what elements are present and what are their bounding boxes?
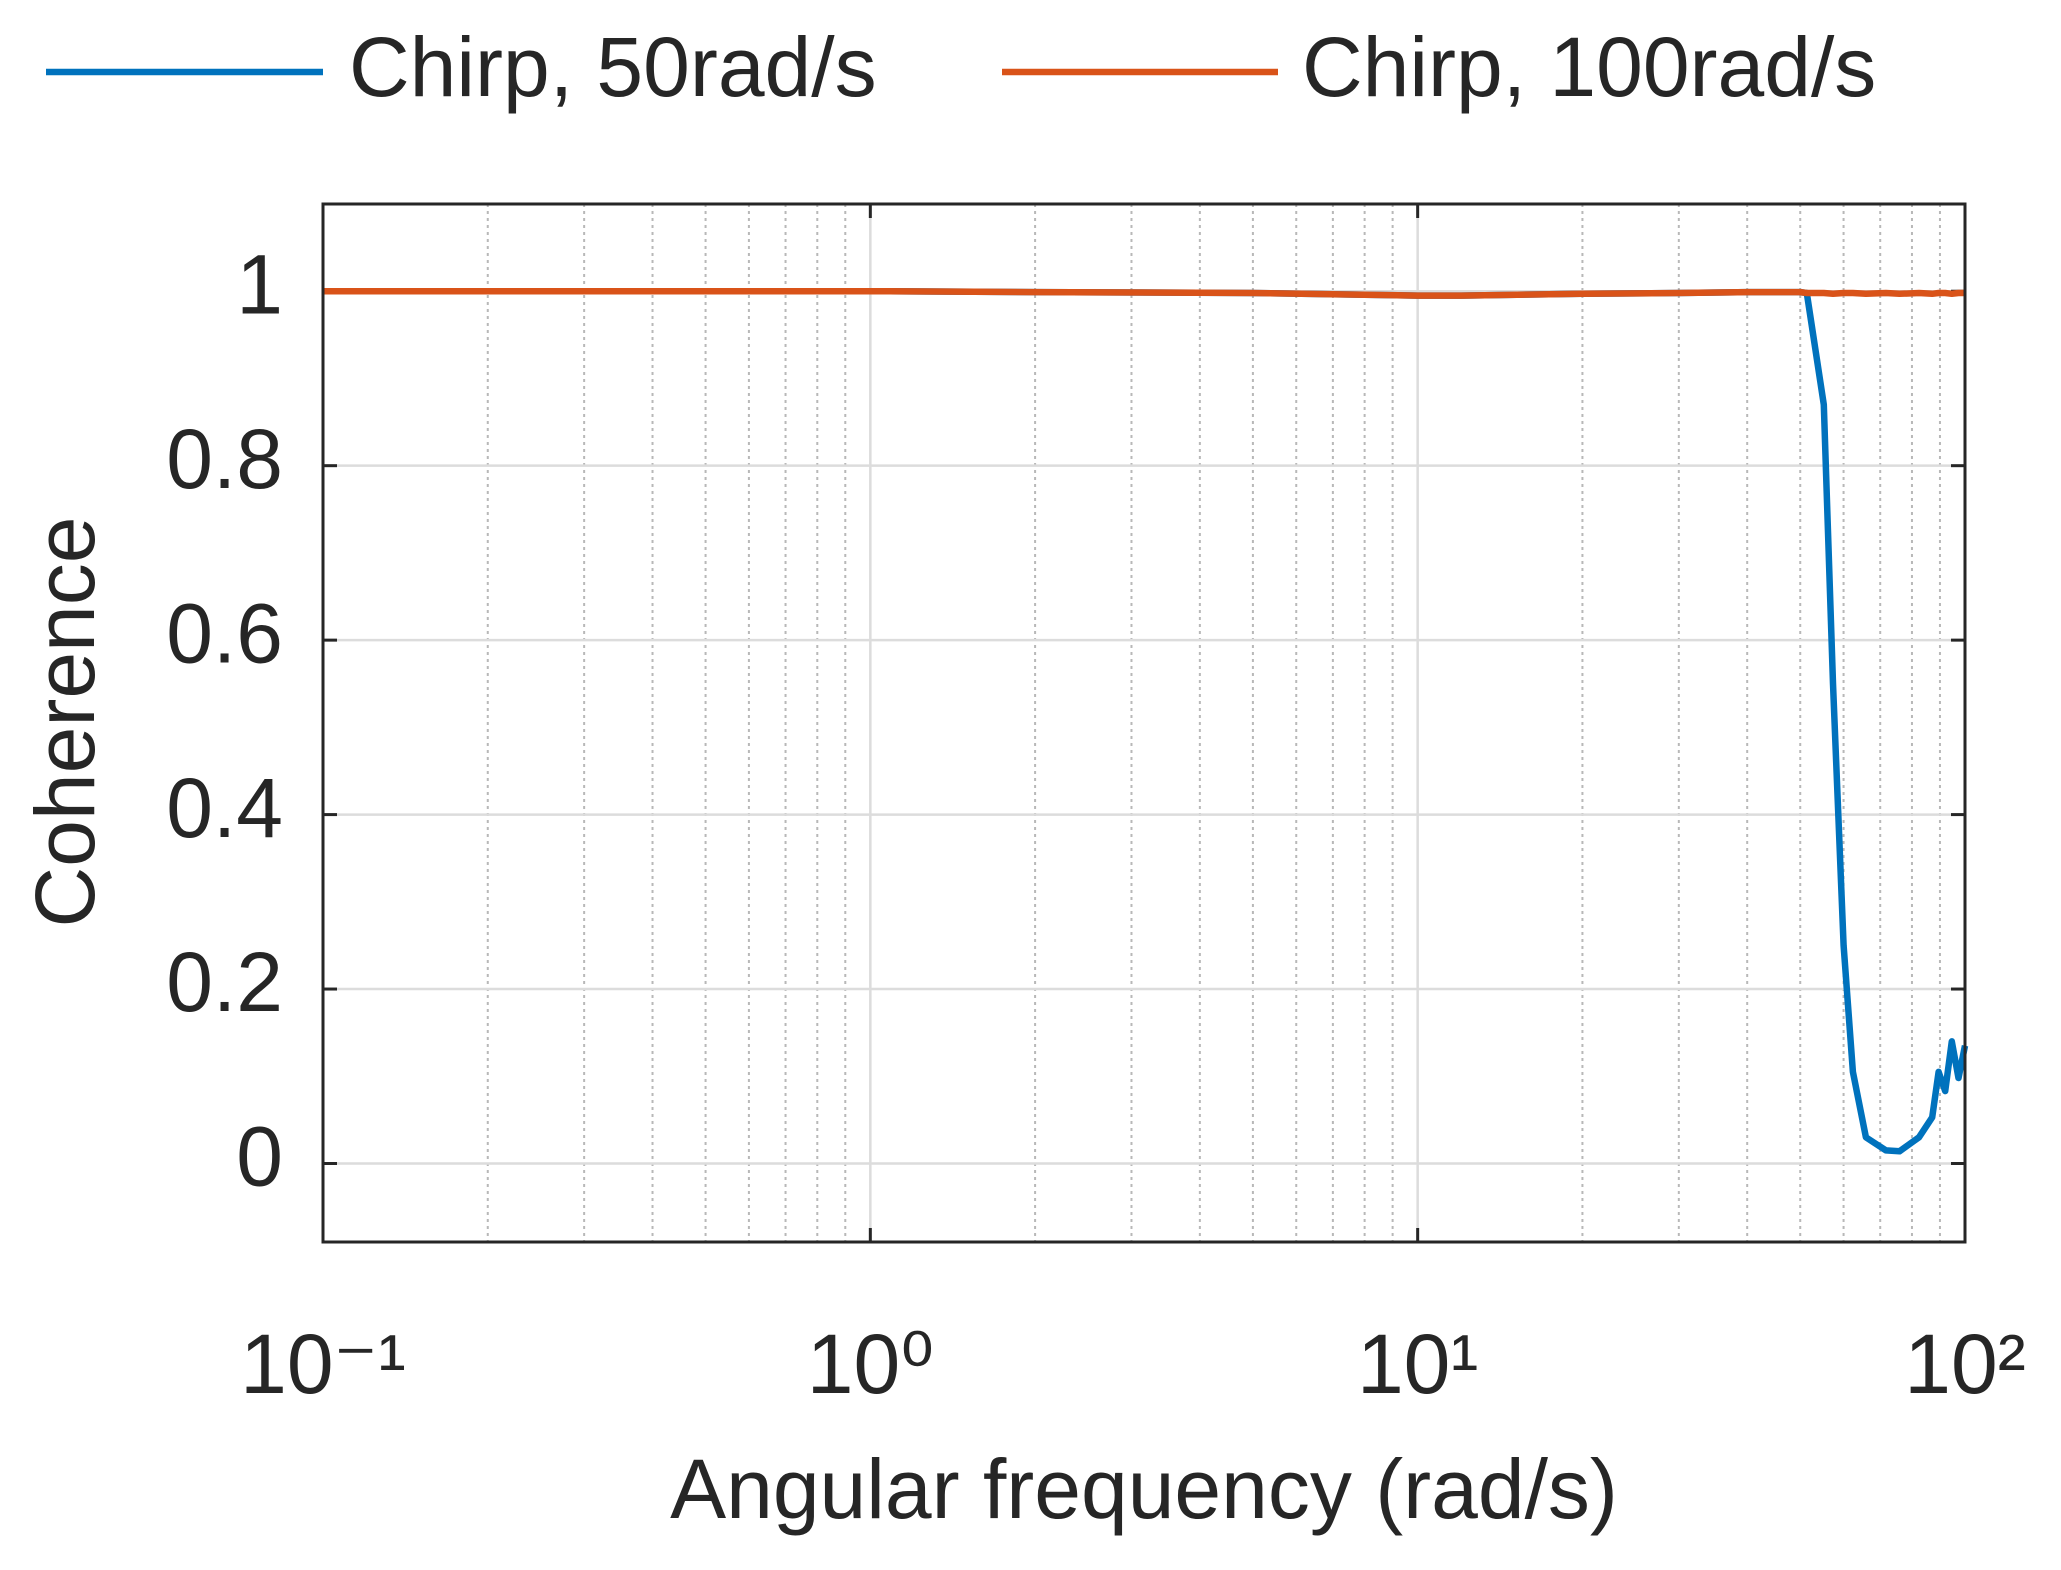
x-tick-label: 10² xyxy=(1904,1317,2025,1411)
x-tick-label: 10⁻¹ xyxy=(240,1317,406,1411)
x-tick-label: 10⁰ xyxy=(807,1317,934,1411)
y-tick-label: 0.8 xyxy=(166,412,283,506)
y-tick-label: 0.2 xyxy=(166,935,283,1029)
y-axis-label: Coherence xyxy=(18,517,112,928)
y-tick-label: 0.4 xyxy=(166,761,283,855)
legend-label: Chirp, 50rad/s xyxy=(349,20,877,114)
data-line xyxy=(323,287,1969,1155)
x-axis-label: Angular frequency (rad/s) xyxy=(670,1442,1618,1536)
plot-frame xyxy=(321,202,1967,1244)
data-line xyxy=(323,287,1965,299)
y-tick-label: 1 xyxy=(236,237,283,331)
legend-label: Chirp, 100rad/s xyxy=(1302,20,1876,114)
y-tick-label: 0.6 xyxy=(166,586,283,680)
x-tick-label: 10¹ xyxy=(1357,1317,1478,1411)
y-tick-label: 0 xyxy=(236,1110,283,1204)
